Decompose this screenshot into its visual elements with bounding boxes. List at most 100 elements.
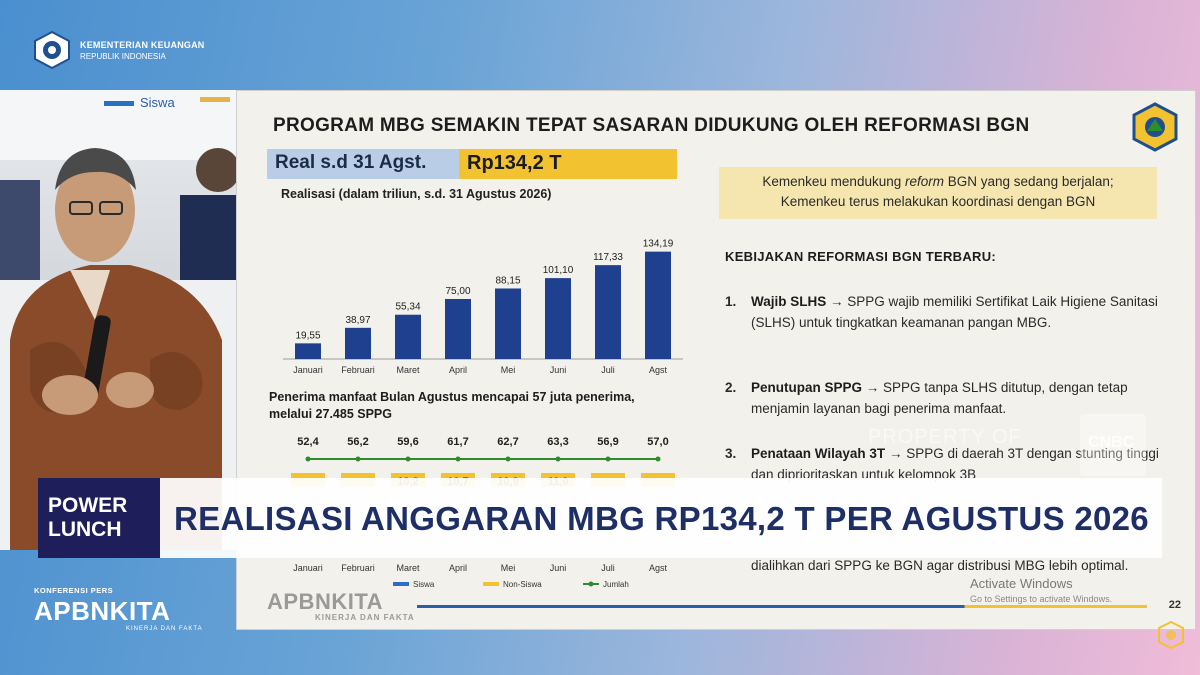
bar [495, 288, 521, 359]
apbnkita-logo: APBNKITA [34, 596, 171, 626]
slide-footer-tagline: KINERJA DAN FAKTA [315, 613, 415, 622]
show-name-line1: POWER [48, 494, 128, 517]
policy-item-1: 1. Wajib SLHS → SPPG wajib memiliki Sert… [725, 291, 1165, 333]
konferensi-label: KONFERENSI PERS [34, 586, 114, 595]
activate-windows-hint: Go to Settings to activate Windows. [970, 594, 1113, 604]
bar [445, 299, 471, 359]
policy-item-tail-text: dialihkan dari SPPG ke BGN agar distribu… [751, 558, 1129, 573]
penerima-line-1: Penerima manfaat Bulan Agustus mencapai … [269, 390, 635, 404]
kebijakan-title: KEBIJAKAN REFORMASI BGN TERBARU: [725, 249, 997, 264]
x-tick-label: Mei [501, 365, 516, 375]
jumlah-point [555, 456, 561, 462]
realisasi-label: Real s.d 31 Agst. [267, 149, 459, 179]
policy-item-number: 1. [725, 294, 737, 309]
bar [295, 343, 321, 359]
x-tick-label: Juni [550, 365, 567, 375]
policy-item-heading: Wajib SLHS [751, 294, 827, 309]
jumlah-point [655, 456, 661, 462]
jumlah-point [605, 456, 611, 462]
jumlah-point [505, 456, 511, 462]
jumlah-value-label: 57,0 [647, 436, 668, 448]
jumlah-value-label: 56,9 [597, 436, 618, 448]
policy-item-heading: Penataan Wilayah 3T [751, 446, 886, 461]
x-tick-label: Maret [396, 563, 420, 573]
bar-value-label: 19,55 [295, 330, 320, 341]
cnbc-watermark-logo: CNBC [1080, 414, 1146, 476]
video-background-board: Siswa [0, 90, 236, 160]
policy-item-2: 2. Penutupan SPPG → SPPG tanpa SLHS ditu… [725, 377, 1165, 419]
headline-text: REALISASI ANGGARAN MBG RP134,2 T PER AGU… [174, 500, 1149, 537]
box-line1-pre: Kemenkeu mendukung [762, 174, 905, 189]
x-tick-label: April [449, 563, 467, 573]
bar-value-label: 101,10 [543, 265, 574, 276]
legend-swatch [483, 582, 499, 586]
board-siswa-label: Siswa [140, 95, 175, 110]
policy-item-3-tail: dialihkan dari SPPG ke BGN agar distribu… [725, 555, 1165, 576]
board-nonsiswa-swatch [200, 97, 230, 102]
bar [395, 314, 421, 359]
realisasi-value: Rp134,2 T [459, 149, 677, 179]
x-tick-label: Januari [293, 365, 323, 375]
slide-title: PROGRAM MBG SEMAKIN TEPAT SASARAN DIDUKU… [273, 115, 1030, 136]
jumlah-value-label: 63,3 [547, 436, 568, 448]
x-tick-label: Juli [601, 365, 615, 375]
jumlah-value-label: 61,7 [447, 436, 468, 448]
x-tick-label: Februari [341, 563, 375, 573]
policy-item-text: → SPPG tanpa SLHS ditutup, dengan tetap … [751, 380, 1128, 416]
bar-value-label: 38,97 [345, 315, 370, 326]
jumlah-point [455, 456, 461, 462]
x-tick-label: Januari [293, 563, 323, 573]
ministry-country: REPUBLIK INDONESIA [80, 51, 166, 61]
slide-footer-line [417, 605, 1147, 608]
headline-banner: REALISASI ANGGARAN MBG RP134,2 T PER AGU… [160, 478, 1162, 558]
bar-value-label: 55,34 [395, 302, 420, 313]
box-line2: Kemenkeu terus melakukan koordinasi deng… [780, 194, 1096, 209]
legend-swatch [393, 582, 409, 586]
jumlah-value-label: 52,4 [297, 436, 319, 448]
policy-item-text: → SPPG wajib memiliki Sertifikat Laik Hi… [751, 294, 1158, 330]
show-name-line2: LUNCH [48, 518, 122, 541]
slide-footer-logo: APBNKITA [267, 589, 384, 614]
ministry-name: KEMENTERIAN KEUANGAN [80, 39, 205, 50]
cnbc-watermark-text: CNBC [1088, 434, 1135, 451]
ministry-seal-icon [1132, 102, 1178, 152]
bar-value-label: 88,15 [495, 275, 520, 286]
bar-value-label: 117,33 [593, 252, 623, 263]
jumlah-point [355, 456, 361, 462]
penerima-text: Penerima manfaat Bulan Agustus mencapai … [269, 389, 635, 423]
policy-item-number: 3. [725, 446, 737, 461]
bar [545, 278, 571, 359]
apbnkita-tagline: KINERJA DAN FAKTA [126, 626, 203, 632]
jumlah-value-label: 62,7 [497, 436, 518, 448]
chart-subtitle: Realisasi (dalam triliun, s.d. 31 Agustu… [281, 187, 552, 201]
x-tick-label: April [449, 365, 467, 375]
jumlah-point [305, 456, 311, 462]
policy-item-number: 2. [725, 380, 737, 395]
slide-page-number: 22 [1168, 599, 1181, 611]
policy-item-heading: Penutupan SPPG [751, 380, 863, 395]
ministry-logo: KEMENTERIAN KEUANGAN REPUBLIK INDONESIA [32, 30, 205, 70]
jumlah-value-label: 56,2 [347, 436, 368, 448]
bar [595, 265, 621, 359]
x-tick-label: Februari [341, 365, 375, 375]
bar [345, 327, 371, 359]
corner-seal-icon [1158, 620, 1184, 650]
bar [645, 251, 671, 359]
jumlah-value-label: 59,6 [397, 436, 418, 448]
x-tick-label: Mei [501, 563, 516, 573]
penerima-chart-axis: Januari Februari Maret April Mei Juni Juli Agst… [293, 563, 668, 589]
bar-value-label: 75,00 [445, 286, 470, 297]
x-tick-label: Agst [649, 365, 668, 375]
legend-label: Jumlah [603, 580, 629, 589]
watermark-text: PROPERTY OF [868, 426, 1022, 448]
bar-value-label: 134,19 [643, 239, 674, 250]
legend-marker [588, 581, 594, 587]
jumlah-point [405, 456, 411, 462]
x-tick-label: Agst [649, 563, 668, 573]
legend-label: Siswa [413, 580, 435, 589]
legend-label: Non-Siswa [503, 580, 542, 589]
x-tick-label: Juli [601, 563, 615, 573]
activate-windows-title: Activate Windows [970, 576, 1073, 591]
board-siswa-swatch [104, 101, 134, 106]
show-name-box: POWER LUNCH [38, 478, 160, 558]
